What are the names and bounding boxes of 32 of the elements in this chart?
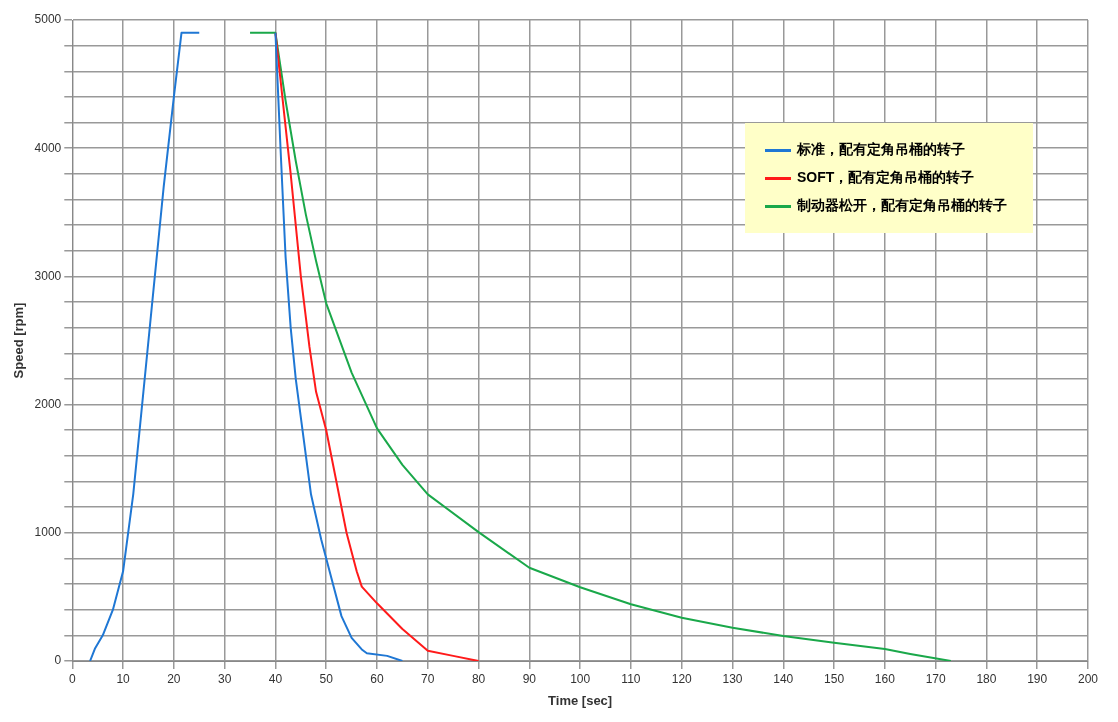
y-axis-title: Speed [rpm] (11, 302, 27, 379)
x-tick-label: 20 (167, 671, 181, 686)
x-tick-label: 160 (874, 671, 896, 686)
x-axis-title: Time [sec] (548, 692, 613, 708)
y-tick-label: 4000 (34, 140, 62, 155)
y-tick-label: 3000 (34, 268, 62, 283)
x-tick-label: 10 (116, 671, 131, 686)
y-tick-label: 5000 (34, 12, 62, 27)
legend-label: 制动器松开，配有定角吊桶的转子 (797, 197, 1007, 215)
x-tick-label: 110 (621, 671, 641, 686)
legend-label: 标准，配有定角吊桶的转子 (797, 141, 965, 159)
x-tick-label: 80 (471, 671, 486, 686)
y-tick-label: 0 (54, 653, 62, 668)
x-tick-label: 130 (722, 671, 743, 686)
x-tick-label: 170 (925, 671, 946, 686)
x-tick-label: 140 (773, 671, 794, 686)
x-tick-label: 30 (217, 671, 232, 686)
x-tick-label: 70 (421, 671, 435, 686)
x-tick-label: 50 (319, 671, 334, 686)
y-tick-label: 2000 (34, 396, 62, 411)
y-tick-label: 1000 (34, 525, 62, 540)
x-tick-label: 180 (976, 671, 997, 686)
x-tick-label: 0 (68, 671, 76, 686)
x-tick-label: 150 (824, 671, 845, 686)
x-tick-label: 200 (1077, 671, 1099, 686)
x-tick-label: 60 (370, 671, 384, 686)
x-tick-label: 120 (671, 671, 693, 686)
x-tick-label: 40 (268, 671, 283, 686)
x-tick-label: 190 (1027, 671, 1048, 686)
x-tick-label: 100 (570, 671, 591, 686)
legend-label: SOFT，配有定角吊桶的转子 (797, 169, 975, 187)
x-tick-label: 90 (522, 671, 537, 686)
